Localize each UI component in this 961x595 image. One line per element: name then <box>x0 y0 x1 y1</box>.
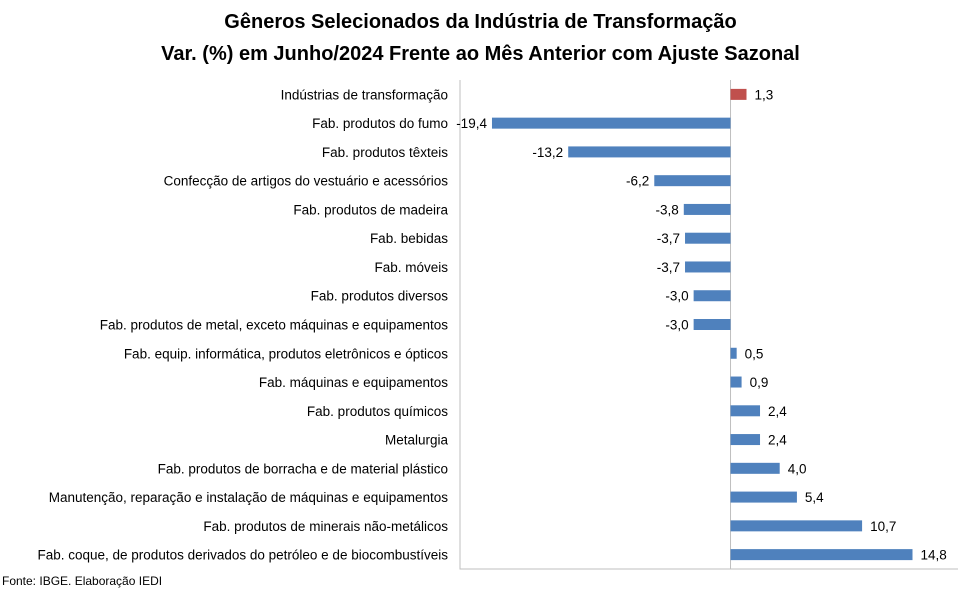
data-label: -13,2 <box>532 145 563 160</box>
bar <box>730 520 863 532</box>
category-label: Fab. máquinas e equipamentos <box>259 375 448 390</box>
bar <box>654 175 731 187</box>
category-label: Confecção de artigos do vestuário e aces… <box>164 174 449 189</box>
data-label: -3,0 <box>665 318 688 333</box>
bars-group <box>491 88 913 561</box>
data-label: -3,0 <box>665 289 688 304</box>
data-label: 5,4 <box>805 490 824 505</box>
bar <box>730 347 737 359</box>
data-label: -3,7 <box>657 260 680 275</box>
category-label: Manutenção, reparação e instalação de má… <box>49 490 449 505</box>
bar <box>730 549 913 561</box>
plot-frame <box>459 80 958 570</box>
category-label: Fab. móveis <box>374 260 448 275</box>
category-label: Fab. produtos de minerais não-metálicos <box>203 519 448 534</box>
category-label: Fab. bebidas <box>370 231 448 246</box>
category-label: Fab. coque, de produtos derivados do pet… <box>37 548 448 563</box>
data-label: -3,7 <box>657 231 680 246</box>
category-label: Fab. produtos químicos <box>307 404 448 419</box>
bar <box>693 319 731 330</box>
data-label: 14,8 <box>921 548 947 563</box>
bar <box>730 88 747 100</box>
category-label: Fab. produtos de madeira <box>293 202 448 217</box>
bar <box>491 117 731 129</box>
data-label: -19,4 <box>456 116 487 131</box>
bar <box>568 146 731 158</box>
chart-title: Gêneros Selecionados da Indústria de Tra… <box>224 11 737 33</box>
bar <box>685 232 731 244</box>
value-labels-group: 1,3 -19,4 -13,2 -6,2 -3,8 -3,7 -3,7 -3,0 -3,0 0,5… <box>456 87 947 562</box>
category-label: Fab. produtos do fumo <box>312 116 448 131</box>
bar <box>730 491 797 503</box>
category-label: Indústrias de transformação <box>281 87 448 102</box>
bar <box>730 405 761 417</box>
data-label: 0,5 <box>745 346 764 361</box>
data-label: -3,8 <box>656 202 679 217</box>
source-note: Fonte: IBGE. Elaboração IEDI <box>2 574 163 588</box>
category-label: Fab. equip. informática, produtos eletrô… <box>124 346 448 361</box>
bar <box>685 261 731 273</box>
chart-subtitle: Var. (%) em Junho/2024 Frente ao Mês Ant… <box>161 43 800 65</box>
category-label: Fab. produtos têxteis <box>322 145 448 160</box>
bar <box>693 290 731 302</box>
data-label: -6,2 <box>626 174 649 189</box>
category-label: Fab. produtos diversos <box>311 289 449 304</box>
data-label: 2,4 <box>768 433 787 448</box>
data-label: 4,0 <box>788 461 807 476</box>
category-label: Fab. produtos de borracha e de material … <box>158 461 448 476</box>
data-label: 0,9 <box>750 375 769 390</box>
bar <box>730 462 780 474</box>
category-label: Fab. produtos de metal, exceto máquinas … <box>100 318 448 333</box>
data-label: 1,3 <box>755 87 774 102</box>
data-label: 10,7 <box>870 519 896 534</box>
category-labels-group: Indústrias de transformação Fab. produtos… <box>37 87 448 562</box>
bar <box>730 434 761 446</box>
data-label: 2,4 <box>768 404 787 419</box>
bar <box>683 203 731 215</box>
bar <box>730 376 742 388</box>
category-label: Metalurgia <box>385 433 449 448</box>
